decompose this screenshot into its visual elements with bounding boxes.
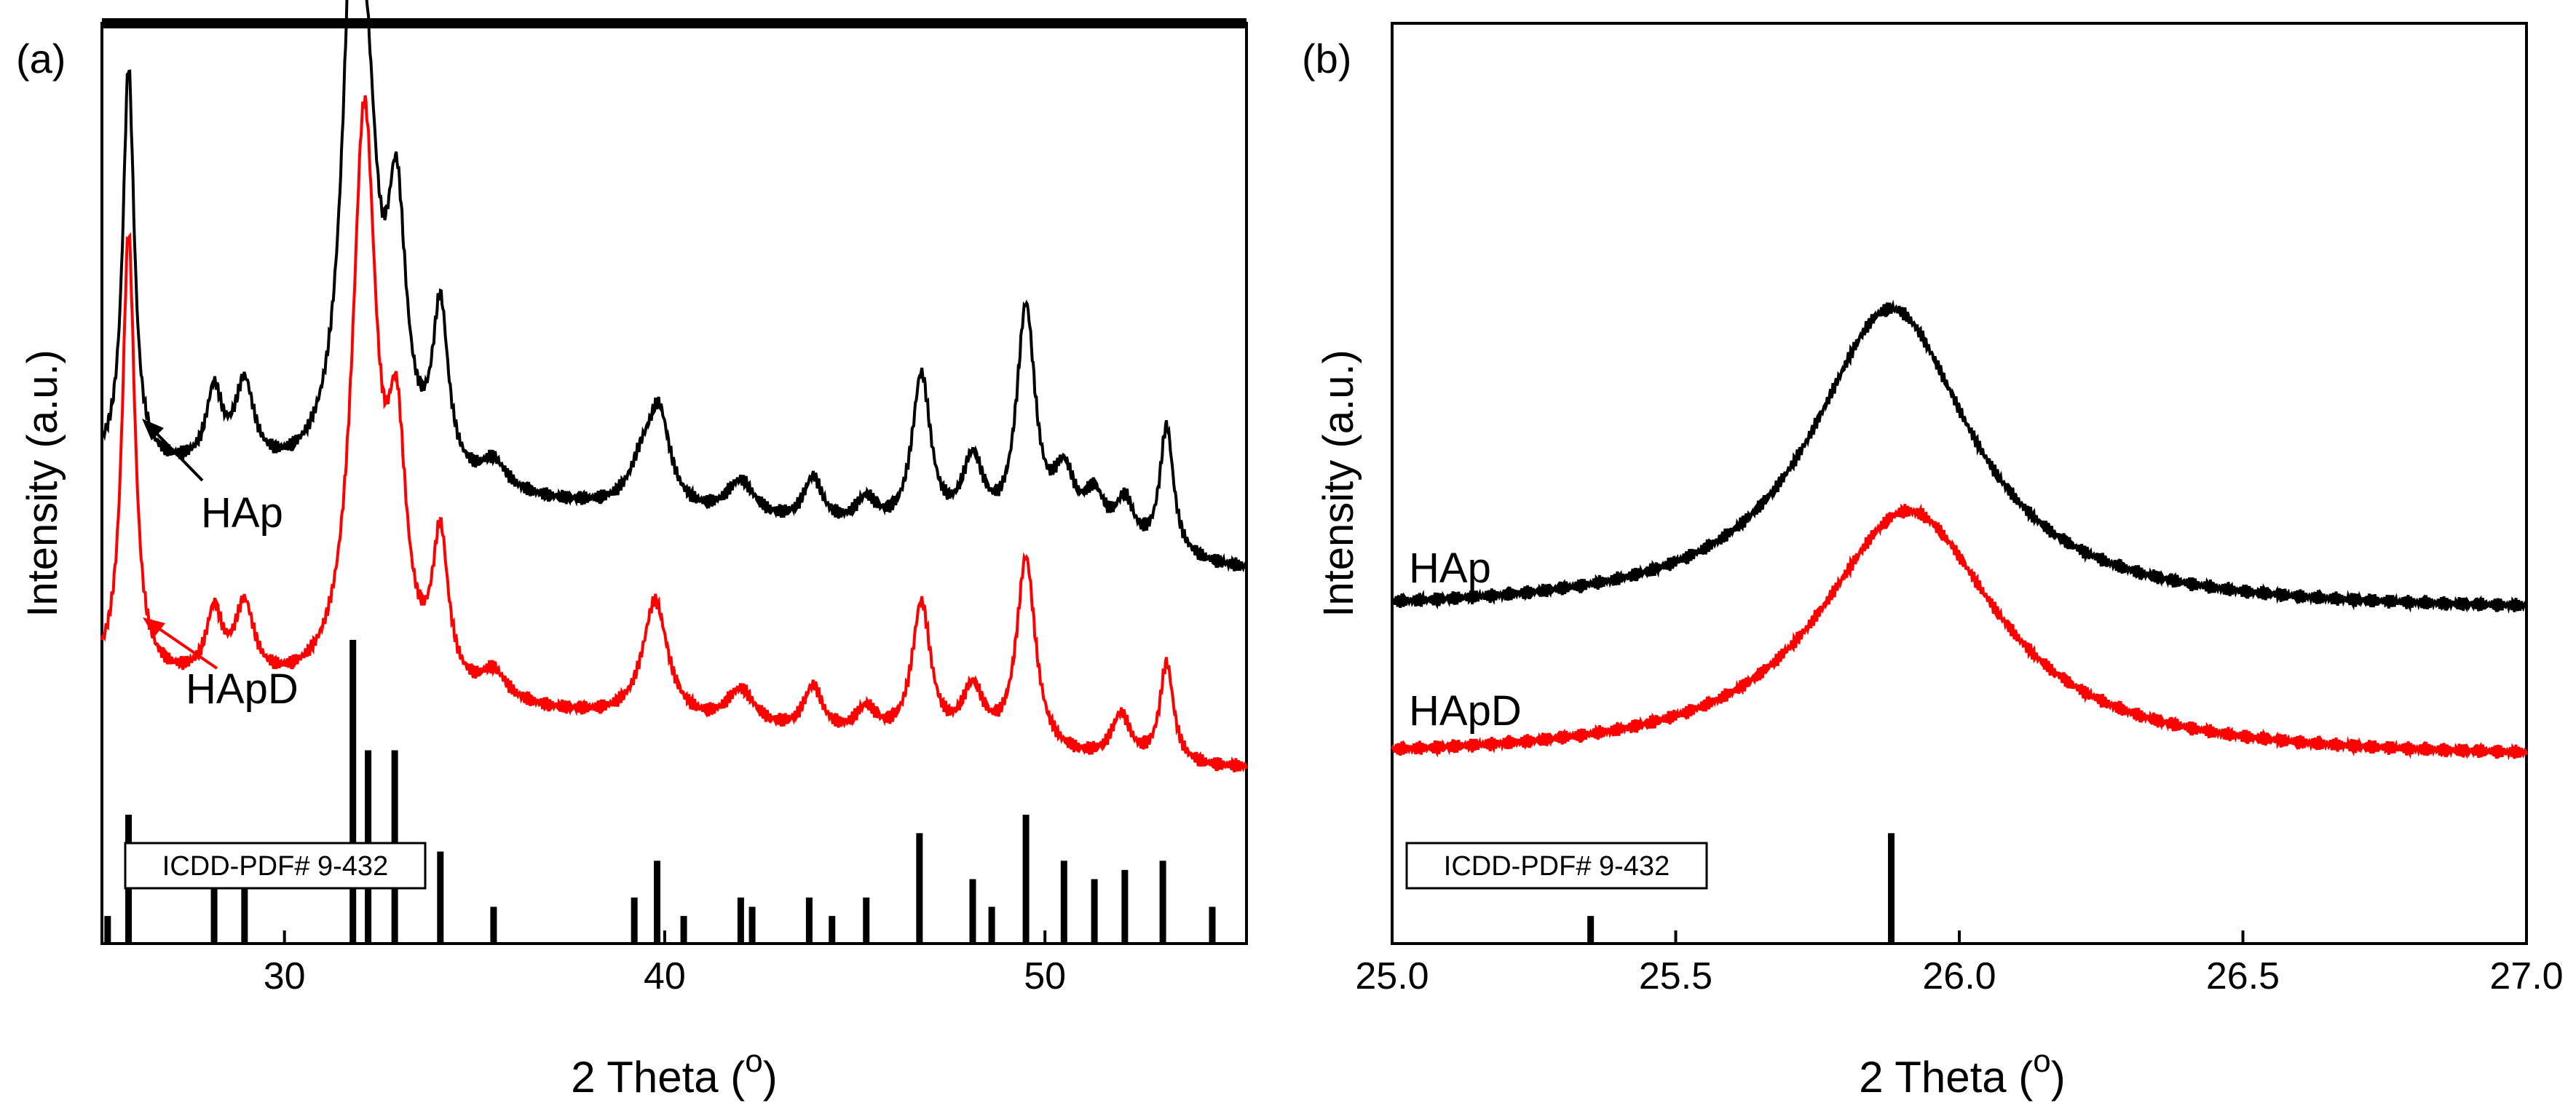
panel-a-series-lines — [100, 0, 1248, 773]
panel-b-reference-sticks — [1587, 833, 1895, 944]
panel-a-reference-legend-box — [124, 842, 427, 890]
panel-b-frame — [1391, 22, 2528, 945]
panel-a-hapd-label: HApD — [186, 665, 299, 713]
panel-a-label: (a) — [16, 36, 66, 82]
panel-a-series-hapd — [100, 95, 1248, 773]
panel-b-series-hap — [1391, 299, 2528, 614]
panel-b-series-lines — [1391, 299, 2528, 761]
panel-a-reference-legend-label: ICDD-PDF# 9-432 — [162, 851, 388, 882]
panel-b-x-tick-label: 25.0 — [1355, 955, 1429, 997]
panel-a-x-tick-label: 40 — [644, 955, 686, 997]
panel-b-hap-label: HAp — [1409, 545, 1491, 592]
panel-b-y-axis-label: Intensity (a.u.) — [1315, 349, 1362, 617]
panel-b-reference-legend-box — [1405, 842, 1708, 890]
panel-a-x-tick-label: 30 — [264, 955, 306, 997]
panel-b-x-ticks: 25.0 25.5 26.0 26.5 27.0 — [1355, 930, 2564, 997]
panel-a: (a) Intensity (a.u.) 2 Theta (o) 30 40 50 … — [16, 0, 1248, 1102]
panel-a-reference-sticks — [104, 639, 1216, 944]
panel-a-hap-arrow-line — [148, 424, 204, 482]
panel-a-x-tick-label: 50 — [1024, 955, 1066, 997]
panel-b-x-tick-label: 25.5 — [1639, 955, 1712, 997]
panel-b-x-tick-label: 26.5 — [2206, 955, 2280, 997]
panel-b-x-axis-label: 2 Theta (o) — [1859, 1043, 2066, 1102]
panel-b-reference-legend-label: ICDD-PDF# 9-432 — [1444, 851, 1670, 882]
panel-a-hapd-arrowhead — [143, 617, 165, 637]
panel-a-hap-label: HAp — [201, 489, 283, 537]
panel-a-x-axis-label: 2 Theta (o) — [571, 1043, 778, 1102]
panel-b: (b) Intensity (a.u.) 2 Theta (o) 25.0 25.… — [1302, 22, 2564, 1102]
panel-b-series-hapd — [1391, 503, 2528, 761]
panel-b-x-tick-label: 27.0 — [2489, 955, 2563, 997]
panel-a-hap-arrowhead — [142, 419, 164, 440]
panel-a-hapd-arrow-line — [149, 621, 218, 670]
panel-a-series-hap — [100, 0, 1248, 573]
panel-a-x-ticks: 30 40 50 — [264, 930, 1066, 997]
panel-b-label: (b) — [1302, 36, 1351, 82]
panel-a-y-axis-label: Intensity (a.u.) — [19, 349, 66, 617]
panel-b-x-tick-label: 26.0 — [1922, 955, 1996, 997]
panel-b-hapd-label: HApD — [1409, 687, 1522, 735]
